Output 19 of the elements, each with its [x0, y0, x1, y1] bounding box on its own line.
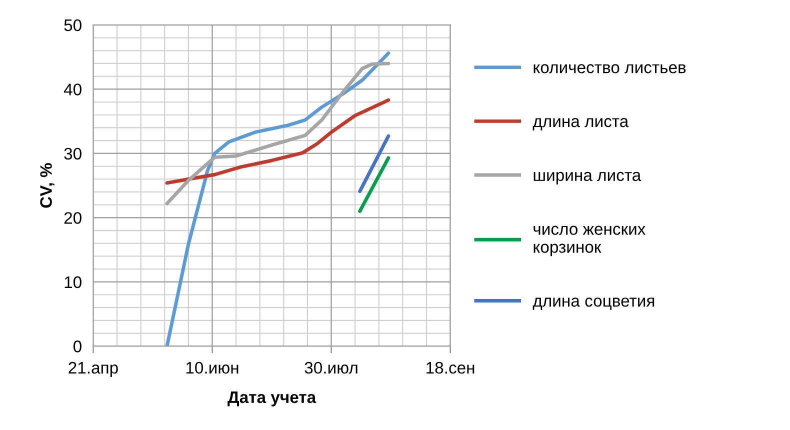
x-axis-title: Дата учета: [228, 391, 316, 406]
x-tick-label: 18.сен: [426, 362, 474, 374]
line-series: [165, 51, 390, 346]
legend-label: количество листьев: [534, 64, 686, 74]
x-tick-label: 30.июл: [304, 362, 358, 374]
y-tick-label: 10: [64, 276, 82, 288]
legend-label: ширина листа: [534, 172, 642, 184]
legend-label: число женских корзинок: [534, 226, 646, 256]
line-series: [165, 98, 390, 185]
y-axis-title: CV, %: [40, 163, 54, 208]
x-tick-label: 21.апр: [68, 362, 118, 377]
y-tick-label: 40: [64, 84, 82, 96]
legend-label: длина соцветия: [532, 298, 654, 310]
y-tick-label: 30: [64, 148, 82, 160]
y-tick-label: 50: [64, 19, 82, 32]
legend-label: длина листа: [532, 118, 629, 130]
y-tick-label: 0: [73, 340, 82, 352]
x-tick-label: 10.июн: [186, 362, 238, 374]
y-tick-label: 20: [64, 212, 82, 224]
